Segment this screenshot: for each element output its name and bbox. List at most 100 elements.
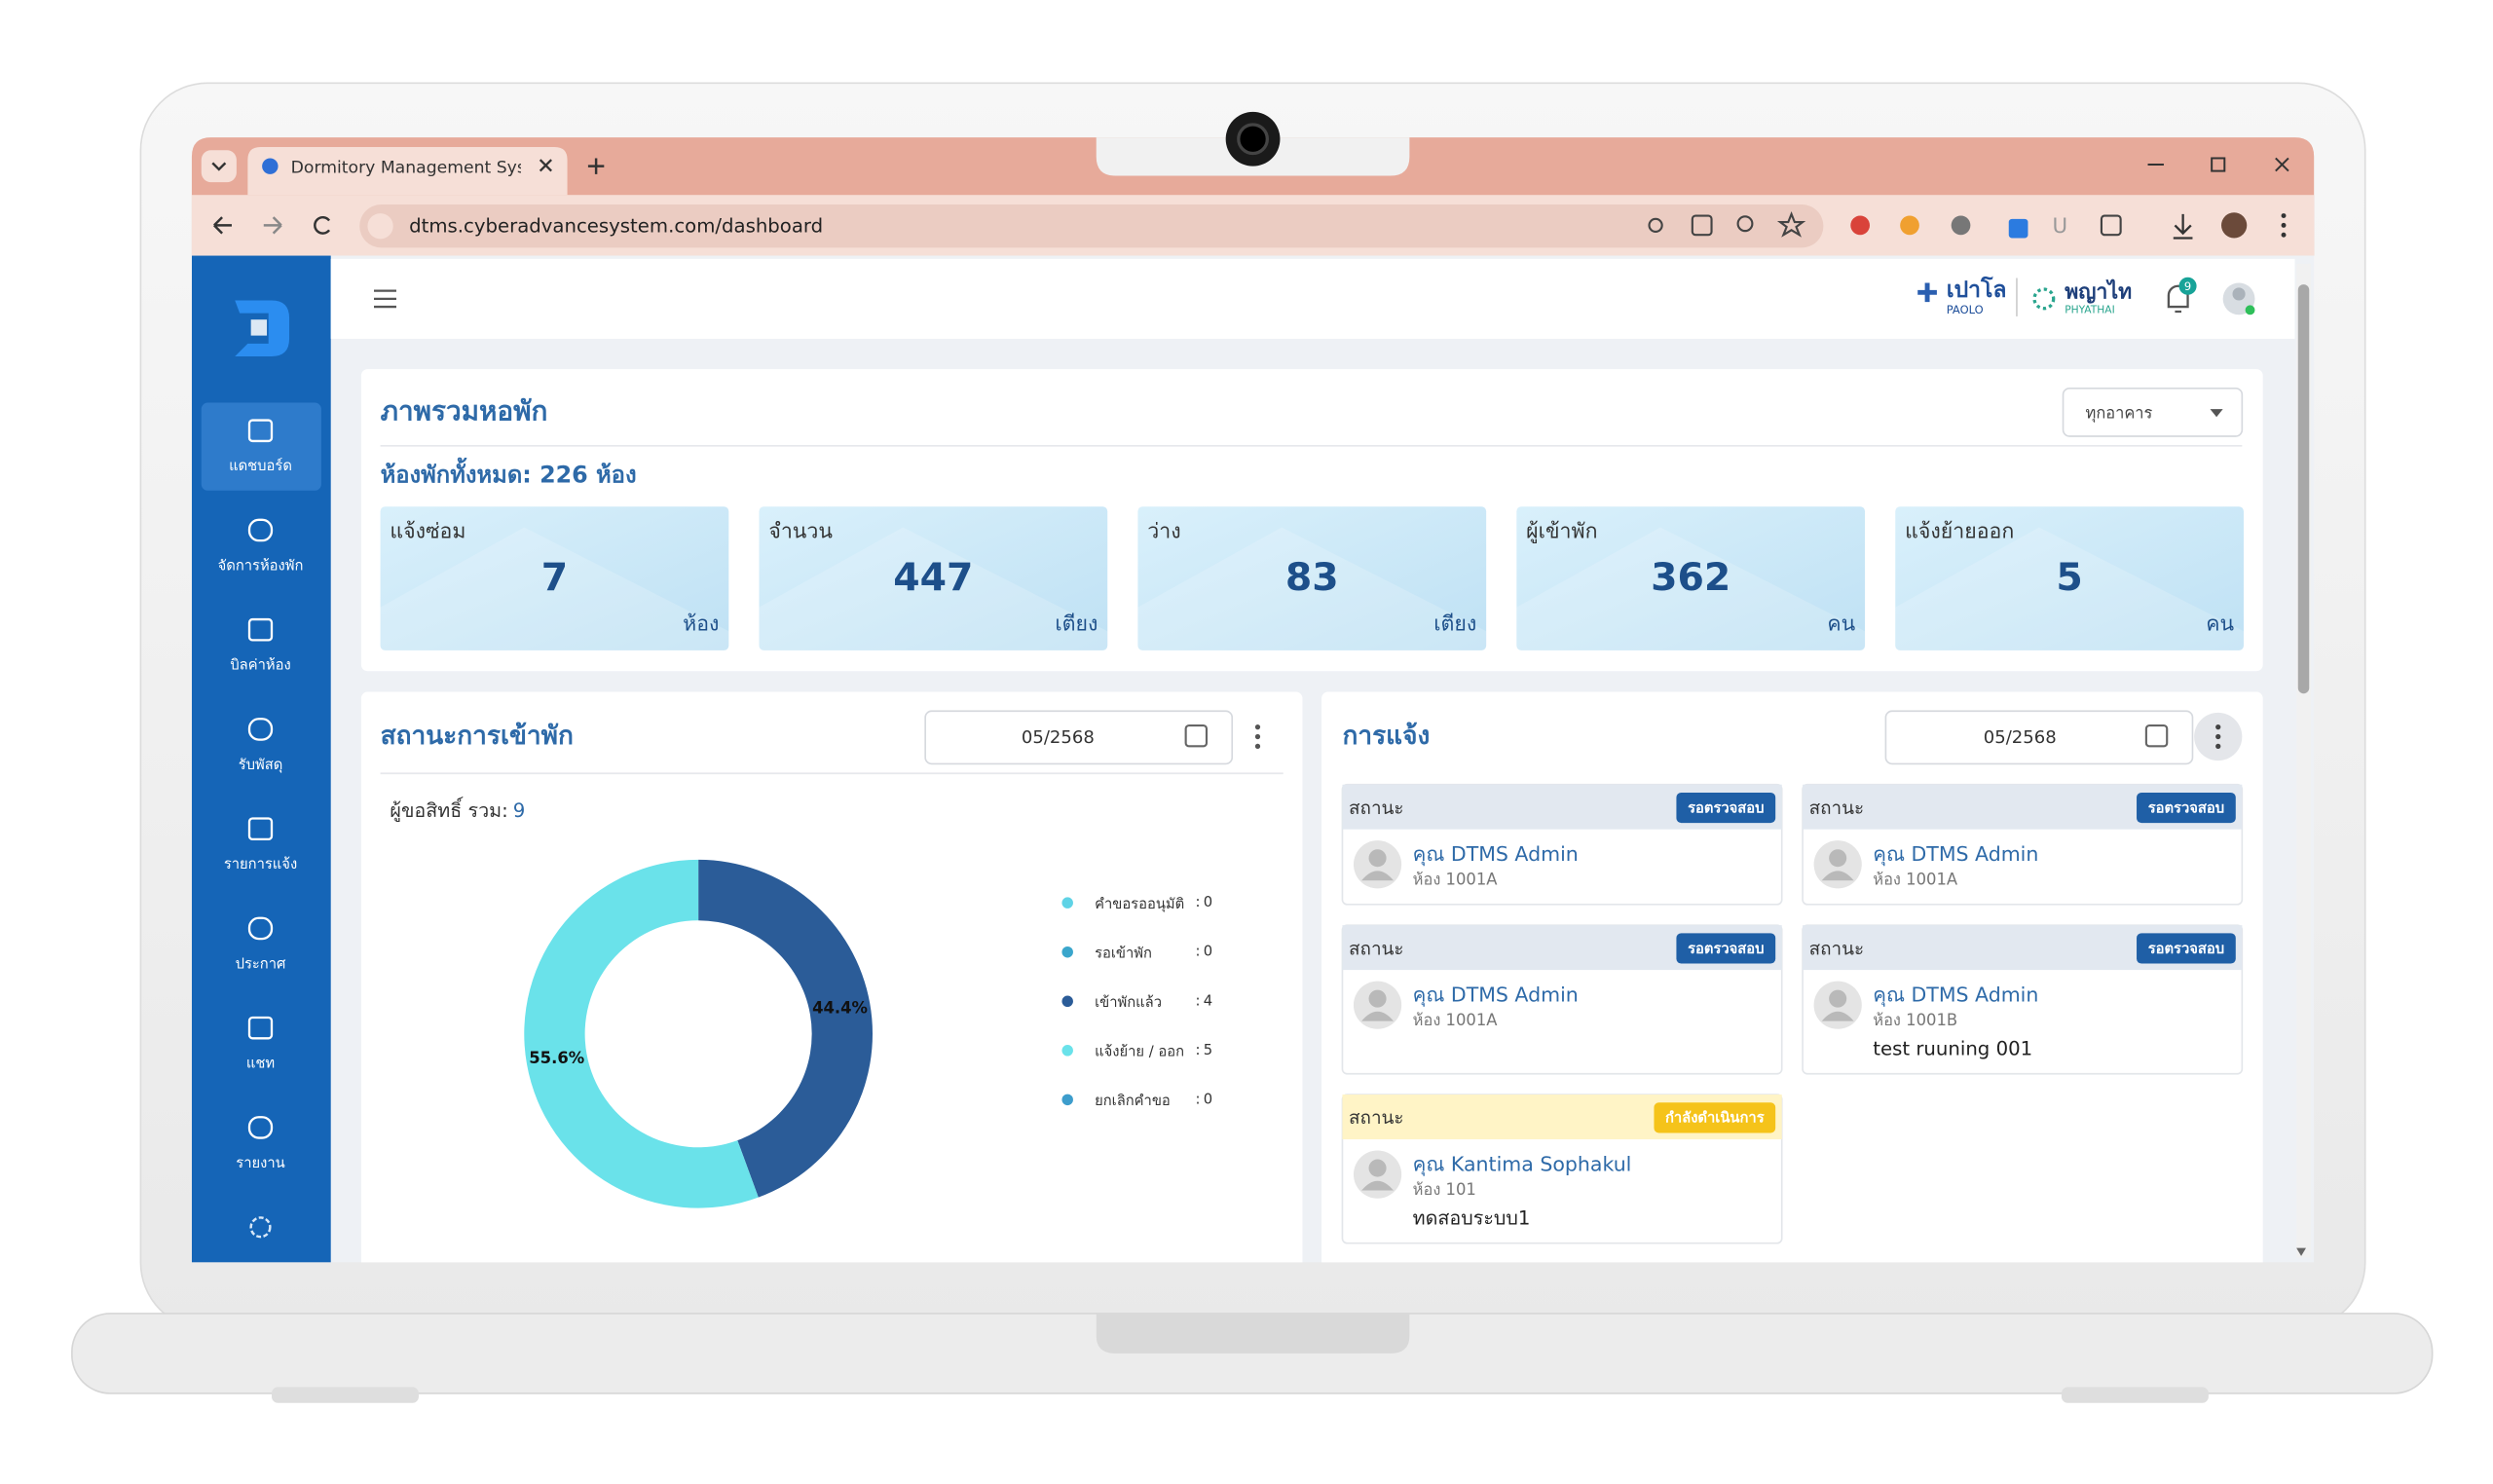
notifications-menu: [2215, 724, 2221, 749]
active-tab[interactable]: [247, 146, 568, 196]
address-bar[interactable]: [359, 204, 1824, 248]
sidebar-label[interactable]: จัดการห้องพัก: [218, 557, 304, 574]
sidebar-label[interactable]: แดชบอร์ด: [229, 458, 292, 474]
stat-pattern: [759, 527, 1108, 650]
room: ห้อง 1001A: [1413, 1011, 1499, 1029]
calendar-icon: [2144, 723, 2169, 748]
sidebar-icon[interactable]: [247, 419, 274, 443]
status-badge-text: รอตรวจสอบ: [2148, 941, 2224, 957]
room: ห้อง 1001A: [1873, 871, 1958, 889]
stat-card: [1516, 506, 1866, 650]
avatar-head: [1829, 849, 1847, 868]
sidebar-icon[interactable]: [247, 718, 274, 741]
legend-separator: :: [1195, 1042, 1200, 1058]
status-badge-text: กำลังดำเนินการ: [1665, 1110, 1765, 1127]
sidebar-icon[interactable]: [247, 817, 274, 841]
menu-toggle[interactable]: [374, 289, 396, 309]
building-select-text: ทุกอาคาร: [2086, 404, 2153, 424]
forward-button[interactable]: [263, 216, 282, 235]
note: ทดสอบระบบ1: [1413, 1207, 1531, 1230]
sidebar-icon[interactable]: [247, 916, 274, 941]
stat-value: 83: [1285, 555, 1339, 600]
tab-title: Dormitory Management System: [291, 158, 559, 177]
sidebar-icon[interactable]: [247, 1116, 274, 1139]
legend-separator: :: [1195, 1091, 1200, 1107]
legend-count: 4: [1204, 992, 1212, 1009]
select-caret: [2210, 409, 2223, 418]
new-tab[interactable]: [587, 158, 605, 174]
back-button[interactable]: [213, 216, 232, 235]
sidebar-label[interactable]: ประกาศ: [236, 955, 286, 972]
stat-pattern: [1895, 527, 2244, 650]
stat-unit: คน: [2206, 612, 2234, 637]
scrollbar-thumb[interactable]: [2297, 284, 2310, 694]
overview-title: ภาพรวมหอพัก: [381, 394, 548, 427]
legend-count: 5: [1204, 1042, 1212, 1058]
window-close[interactable]: [2275, 157, 2289, 172]
window-restore[interactable]: [2211, 157, 2226, 172]
occupancy-date-picker[interactable]: [924, 710, 1234, 765]
app: เปาโล PAOLO พญาไท PHYATHAI 9 ภาพรวมหอพัก…: [191, 255, 2315, 1263]
scroll-down[interactable]: [2296, 1247, 2306, 1256]
notification-badge: [2178, 277, 2197, 295]
note: test ruuning 001: [1873, 1038, 2032, 1060]
tab-favicon: [262, 158, 279, 174]
avatar-body: [1361, 1180, 1394, 1191]
requester-name: คุณ DTMS Admin: [1873, 983, 2038, 1007]
status-label: สถานะ: [1349, 938, 1404, 959]
brand-2-logo: [2032, 287, 2056, 311]
camera-lens: [1237, 123, 1269, 156]
legend-count: 0: [1204, 1091, 1212, 1107]
site-info-icon[interactable]: [367, 213, 393, 240]
sidebar-label[interactable]: รายการแจ้ง: [224, 856, 297, 872]
sidebar-icon[interactable]: [247, 1016, 274, 1040]
logo: [235, 300, 290, 356]
sidebar-icon[interactable]: [247, 518, 274, 542]
sidebar-label[interactable]: แชท: [246, 1056, 275, 1072]
donut-slice: [698, 859, 874, 1198]
stat-unit: เตียง: [1433, 612, 1476, 637]
laptop-foot: [271, 1387, 419, 1403]
sidebar-label[interactable]: รับพัสดุ: [239, 757, 283, 773]
occupancy-menu[interactable]: [1254, 724, 1261, 749]
stat-label: ว่าง: [1147, 519, 1180, 543]
status-badge: [1676, 933, 1776, 964]
total-label: ผู้ขอสิทธิ์ รวม:: [390, 797, 507, 823]
donut-slice: [524, 859, 759, 1208]
requester-name: คุณ Kantima Sophakul: [1413, 1152, 1632, 1176]
building-select[interactable]: [2062, 387, 2244, 437]
avatar-body: [1821, 871, 1854, 881]
avatar-body: [1361, 871, 1394, 881]
svg-text:U: U: [2052, 214, 2067, 239]
legend-swatch: [1061, 897, 1073, 909]
status-badge-text: รอตรวจสอบ: [2148, 799, 2224, 816]
url-text: dtms.cyberadvancesystem.com/dashboard: [409, 215, 823, 238]
sidebar-icon[interactable]: [247, 617, 274, 642]
sidebar-label[interactable]: รายงาน: [236, 1155, 284, 1171]
laptop-foot: [2061, 1387, 2209, 1403]
requester-name: คุณ DTMS Admin: [1413, 842, 1579, 867]
tab-search-button[interactable]: [201, 150, 237, 183]
stat-card: [1137, 506, 1487, 650]
stat-card: [1895, 506, 2244, 650]
notifications-date-picker[interactable]: [1884, 710, 2194, 765]
online-dot: [2245, 305, 2255, 315]
notification-count: 9: [2184, 279, 2191, 293]
occupancy-title: สถานะการเข้าพัก: [381, 722, 574, 751]
legend-label: รอเข้าพัก: [1095, 945, 1152, 961]
tab-close[interactable]: [539, 159, 552, 172]
reload-button[interactable]: [314, 215, 331, 235]
status-badge: [2137, 792, 2236, 824]
sidebar-label[interactable]: บิลค่าห้อง: [230, 657, 290, 674]
room: ห้อง 101: [1413, 1180, 1476, 1199]
settings-icon[interactable]: [249, 1216, 272, 1239]
top-header: [330, 258, 2295, 339]
requester-name: คุณ DTMS Admin: [1873, 842, 2038, 867]
brand-1-logo: [1917, 282, 1937, 303]
avatar-head: [1829, 989, 1847, 1008]
avatar-head: [2232, 287, 2246, 301]
legend-label: แจ้งย้าย / ออก: [1095, 1043, 1184, 1059]
legend-swatch: [1061, 1045, 1073, 1057]
status-badge: [2137, 933, 2236, 964]
legend-label: ยกเลิกคำขอ: [1095, 1093, 1171, 1109]
